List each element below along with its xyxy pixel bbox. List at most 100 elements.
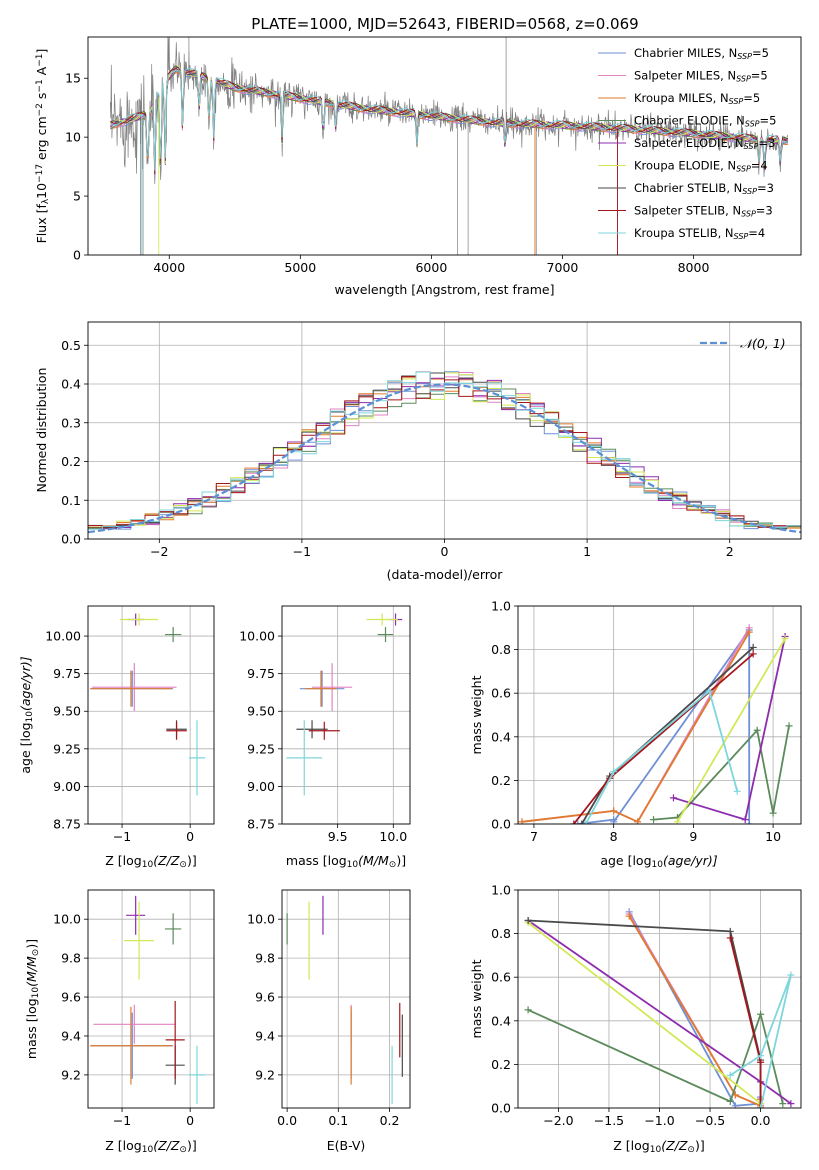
y-tick-label: 9.4 [61,1028,81,1043]
y-tick-label: 9.4 [255,1028,275,1043]
errorbar-kroupa-stelib [188,720,206,796]
model-line-salpeter-elodie [110,66,789,171]
label-part: (Z/Z [153,1138,180,1153]
legend-value: =3 [757,181,774,195]
series-point [787,1100,795,1108]
label-part: (Z/Z [661,1138,688,1153]
errorbar-chabrier-elodie [164,627,182,643]
legend-name: Salpeter MILES, N [634,69,736,83]
legend-sub: SSP [729,97,744,106]
label-part: )] [187,853,197,868]
series-line [676,638,786,823]
x-tick-label: −1 [113,1113,131,1128]
axes-age_vs_mass: 9.5 10.0 8.75 9.00 9.25 9.50 9.75 10.00 mass [lo… [239,605,411,870]
y-tick-label: 10.0 [247,912,275,927]
series-point [741,816,749,824]
series-point [757,1052,765,1060]
axes-frame [87,889,215,1109]
x-tick-label: 0.1 [328,1113,348,1128]
series-point [610,768,618,776]
series-point [757,1104,765,1108]
series-point [518,818,526,824]
errorbar-salpeter-stelib [166,721,187,740]
legend-label-salpeter-stelib: Salpeter STELIB, NSSP=3 [634,204,773,219]
label-part: )] [187,1138,197,1153]
label-part: A [34,66,49,79]
label-part: ] [34,49,49,54]
y-tick-label: 0.8 [491,642,511,657]
errorbar-salpeter-elodie [126,895,146,935]
x-tick-label: 10 [765,829,781,844]
model-line-chabrier-elodie [110,68,789,171]
series-point [733,787,741,795]
legend-sub: SSP [744,142,759,151]
x-tick-label: 8 [610,829,618,844]
errorbar-chabrier-elodie [377,627,394,643]
legend-label-kroupa-elodie: Kroupa ELODIE, NSSP=4 [634,159,768,174]
x-axis-label: E(B-V) [327,1138,366,1153]
model-line-kroupa-stelib [110,68,788,171]
errorbar-salpeter-stelib [308,721,340,740]
legend-name: Kroupa ELODIE, N [634,159,736,173]
y-tick-label: 9.6 [61,990,81,1005]
y-tick-label: 9.2 [255,1067,275,1082]
series-point [570,820,578,824]
label-part: 10 [25,711,35,723]
series-point [781,635,789,643]
y-tick-label: 15 [65,71,81,86]
series-point [749,643,757,651]
label-part: age [log [18,722,33,773]
y-tick-label: 9.00 [53,779,81,794]
axes-mass_vs_Z: −1 09.29.49.69.810.0Z [log10(Z/Z⊙)]mass [… [24,889,215,1155]
legend-sub: SSP [737,52,752,61]
y-tick-label: 0.4 [491,1013,511,1028]
plot-area [286,613,403,796]
series-point [634,818,642,824]
series-point [524,1006,532,1014]
errorbar-kroupa-stelib [188,1045,206,1105]
x-tick-label: −0.5 [695,1113,725,1128]
label-part: 10 [31,987,41,999]
label-part: −17 [35,164,45,183]
x-tick-label: 0 [186,829,194,844]
label-part: (Z/Z [153,853,180,868]
errorbar-kroupa-elodie [366,613,398,626]
x-tick-label: −1.5 [594,1113,624,1128]
axes-frame [281,889,411,1109]
y-tick-label: 0.4 [491,729,511,744]
label-part: ⊙ [687,1145,695,1155]
errorbar-salpeter-stelib [165,1000,185,1079]
series-point [726,934,734,942]
gaussian-curve [88,383,801,534]
series-point [731,1102,739,1108]
x-tick-label: 7 [530,829,538,844]
series-point [745,628,753,636]
errorbar-kroupa-elodie [120,613,159,626]
y-tick-label: 9.8 [61,951,81,966]
y-axis-label: mass weight [469,675,484,754]
legend-value: =4 [751,159,768,173]
y-tick-label: 9.25 [247,741,275,756]
model-line-salpeter-stelib [110,67,789,174]
errorbar-kroupa-elodie [124,901,155,980]
y-tick-label: 10 [65,130,81,145]
plot-area [88,371,801,534]
y-tick-label: 9.50 [247,704,275,719]
legend-name: Salpeter STELIB, N [634,204,741,218]
series-point [753,726,761,734]
y-tick-label: 8.75 [53,817,81,832]
legend-name: Kroupa STELIB, N [634,226,734,240]
x-tick-label: 4000 [153,260,185,275]
series-line [521,631,750,823]
legend-name: Salpeter ELODIE, N [634,136,744,150]
series-point [787,971,795,979]
series-point [673,818,681,824]
series-point [574,820,582,824]
y-tick-label: 9.8 [255,951,275,966]
label-part: −1 [35,79,45,92]
series-point [625,912,633,920]
errorbar-chabrier-stelib [296,720,328,739]
y-tick-label: 8.75 [247,817,275,832]
label-part: )] [396,853,406,868]
